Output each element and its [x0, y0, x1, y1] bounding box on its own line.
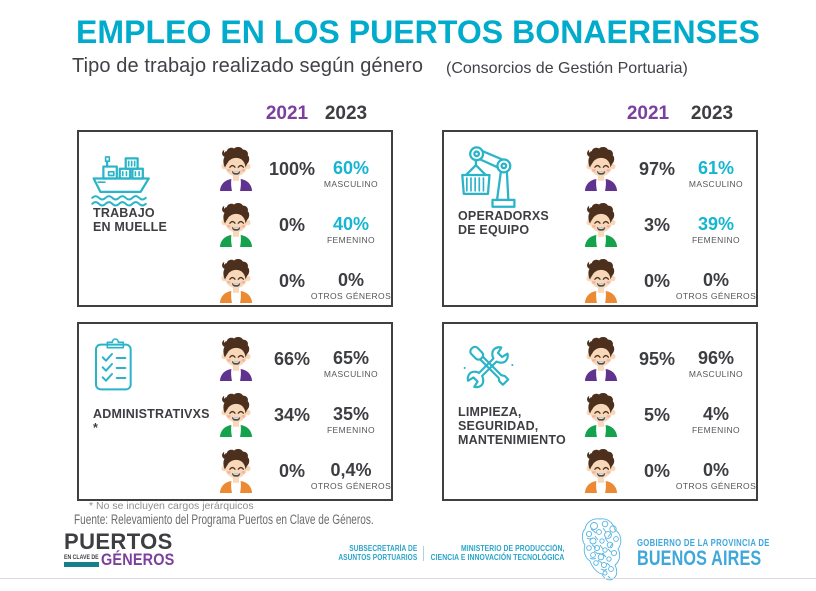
row-femenino: 34% 35% FEMENINO [79, 386, 395, 442]
footnote: * No se incluyen cargos jerárquicos [89, 500, 254, 512]
row-masculino: 97% 61% MASCULINO [444, 140, 760, 196]
gender-label: MASCULINO [688, 179, 744, 189]
value-2021: 0% [278, 271, 305, 291]
value-2023: 60% [332, 158, 370, 178]
gender-label: OTROS GÉNEROS [310, 481, 392, 491]
value-2021: 0% [643, 461, 670, 481]
row-femenino: 3% 39% FEMENINO [444, 196, 760, 252]
gender-label: OTROS GÉNEROS [310, 291, 392, 301]
category-label: ADMINISTRATIVXS * [93, 407, 210, 435]
page-subtitle-note: (Consorcios de Gestión Portuaria) [446, 60, 688, 77]
row-otros-generos: 0% 0% OTROS GÉNEROS [79, 252, 395, 308]
logo-puertos-generos: PUERTOS EN CLAVE DE GÉNEROS [64, 529, 264, 569]
row-masculino: 66% 65% MASCULINO [79, 330, 395, 386]
value-2023: 39% [697, 214, 735, 234]
value-2023: 96% [697, 348, 735, 368]
year-header-2023-left: 2023 [324, 103, 368, 124]
value-2023: 35% [332, 404, 370, 424]
row-masculino: 100% 60% MASCULINO [79, 140, 395, 196]
value-2023: 4% [702, 404, 729, 424]
source-text: Fuente: Relevamiento del Programa Puerto… [74, 512, 374, 527]
value-2021: 97% [638, 159, 676, 179]
year-header-2021-right: 2021 [626, 103, 670, 124]
year-header-2023-right: 2023 [690, 103, 734, 124]
logo-enclave-text: EN CLAVE DE [64, 554, 99, 561]
card-trabajo-en-muelle: TRABAJO EN MUELLE 100% 60% MASCULINO 0% … [77, 130, 393, 307]
gender-label: FEMENINO [326, 235, 376, 245]
gender-label: OTROS GÉNEROS [675, 481, 757, 491]
value-2021: 0% [278, 461, 305, 481]
page-title: EMPLEO EN LOS PUERTOS BONAERENSES [76, 14, 760, 50]
logo-generos-text: GÉNEROS [101, 550, 175, 569]
subsecretaria-text: SUBSECRETARÍA DE ASUNTOS PORTUARIOS [338, 544, 417, 562]
logo-puertos-text: PUERTOS [64, 529, 173, 554]
value-2023: 61% [697, 158, 735, 178]
value-2023: 0,4% [330, 460, 372, 480]
value-2023: 0% [702, 460, 729, 480]
value-2023: 0% [702, 270, 729, 290]
gender-label: FEMENINO [326, 425, 376, 435]
ba-gobierno-text: GOBIERNO DE LA PROVINCIA DE [637, 538, 770, 549]
row-otros-generos: 0% 0,4% OTROS GÉNEROS [79, 442, 395, 498]
row-otros-generos: 0% 0% OTROS GÉNEROS [444, 252, 760, 308]
value-2021: 5% [643, 405, 670, 425]
value-2021: 34% [273, 405, 311, 425]
value-2023: 40% [332, 214, 370, 234]
ministerio-text: MINISTERIO DE PRODUCCIÓN, CIENCIA E INNO… [430, 544, 564, 562]
gender-label: OTROS GÉNEROS [675, 291, 757, 301]
value-2021: 66% [273, 349, 311, 369]
row-femenino: 5% 4% FEMENINO [444, 386, 760, 442]
value-2023: 0% [337, 270, 364, 290]
page-subtitle: Tipo de trabajo realizado según género [72, 55, 424, 77]
gender-label: MASCULINO [688, 369, 744, 379]
ba-buenos-aires-text: BUENOS AIRES [637, 547, 762, 570]
category-label: TRABAJO EN MUELLE [93, 206, 168, 234]
value-2021: 3% [643, 215, 670, 235]
gender-label: FEMENINO [691, 235, 741, 245]
bottom-divider-line [0, 578, 816, 579]
gender-label: MASCULINO [323, 179, 379, 189]
value-2021: 100% [268, 159, 316, 179]
card-administrativxs: ADMINISTRATIVXS * 66% 65% MASCULINO 34% … [77, 322, 393, 501]
gender-label: FEMENINO [691, 425, 741, 435]
category-label: LIMPIEZA, SEGURIDAD, MANTENIMIENTO [458, 405, 566, 447]
row-masculino: 95% 96% MASCULINO [444, 330, 760, 386]
card-limpieza-seguridad-mantenimiento: LIMPIEZA, SEGURIDAD, MANTENIMIENTO 95% 9… [442, 322, 758, 501]
buenos-aires-map-icon [581, 518, 622, 581]
value-2023: 65% [332, 348, 370, 368]
value-2021: 0% [278, 215, 305, 235]
footer-divider [423, 546, 424, 561]
logo-teal-bar [64, 562, 99, 567]
row-femenino: 0% 40% FEMENINO [79, 196, 395, 252]
category-label: OPERADORXS DE EQUIPO [458, 209, 549, 237]
card-operadorxs-de-equipo: OPERADORXS DE EQUIPO 97% 61% MASCULINO 3… [442, 130, 758, 307]
year-header-2021-left: 2021 [265, 103, 309, 124]
row-otros-generos: 0% 0% OTROS GÉNEROS [444, 442, 760, 498]
gender-label: MASCULINO [323, 369, 379, 379]
value-2021: 95% [638, 349, 676, 369]
value-2021: 0% [643, 271, 670, 291]
